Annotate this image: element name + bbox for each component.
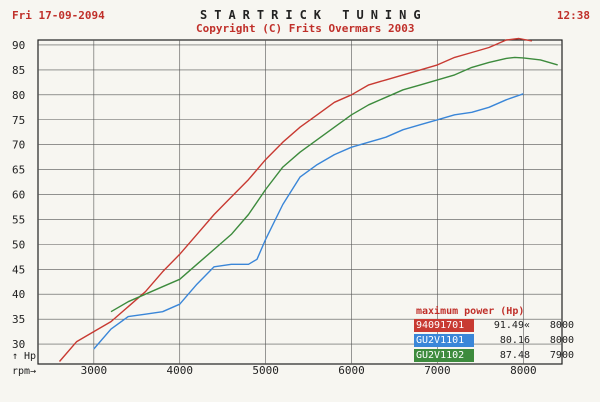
y-tick-label: 80 [12,89,25,102]
legend-series-name: GU2V1102 [414,348,474,362]
page-title: STARTRICK TUNING [200,8,428,22]
x-axis-label: rpm→ [12,366,36,377]
y-tick-label: 70 [12,139,25,152]
y-tick-label: 45 [12,263,25,276]
x-tick-label: 5000 [252,364,279,377]
test-time: 12:38 [556,9,590,22]
y-tick-label: 50 [12,238,25,251]
chart-ticks: 3000 4000 5000 6000 7000 8000 30 35 40 45 50 55 60 65… [12,39,537,377]
legend-max-rpm: 8000 [549,334,574,346]
legend-row: GU2V1101 80.16 8000 [414,333,582,347]
series-line-GU2V1102 [110,56,558,313]
test-date: Fri 17-09-2094 [12,9,105,22]
legend-max-power: 87.48 [499,349,530,361]
y-tick-label: 30 [12,338,25,351]
y-tick-label: 40 [12,288,25,301]
x-tick-label: 4000 [166,364,193,377]
legend-series-name: GU2V1101 [414,333,474,347]
y-axis-label: ↑ Hp [12,351,36,362]
chart-series [58,37,558,362]
copyright-text: Copyright (C) Frits Overmars 2003 [196,22,415,35]
legend-max-power: 91.49« [493,319,530,331]
legend-max-rpm: 8000 [549,319,574,331]
y-tick-label: 85 [12,64,25,77]
y-tick-label: 75 [12,114,25,127]
x-tick-label: 7000 [424,364,451,377]
legend-row: 94091701 91.49« 8000 [414,318,582,332]
y-tick-label: 90 [12,39,25,52]
y-tick-label: 65 [12,164,25,177]
y-tick-label: 60 [12,189,25,202]
plot-frame [37,39,563,365]
legend-max-power: 80.16 [499,334,530,346]
x-tick-label: 6000 [338,364,365,377]
series-line-GU2V1101 [93,93,524,350]
legend-row: GU2V1102 87.48 7900 [414,348,582,362]
x-tick-label: 8000 [510,364,537,377]
y-tick-label: 35 [12,313,25,326]
legend: maximum power (Hp) 94091701 91.49« 8000 GU2… [414,306,582,362]
y-tick-label: 55 [12,213,25,226]
x-tick-label: 3000 [81,364,108,377]
legend-series-name: 94091701 [414,318,474,332]
legend-title: maximum power (Hp) [416,306,525,317]
legend-max-rpm: 7900 [549,349,574,361]
